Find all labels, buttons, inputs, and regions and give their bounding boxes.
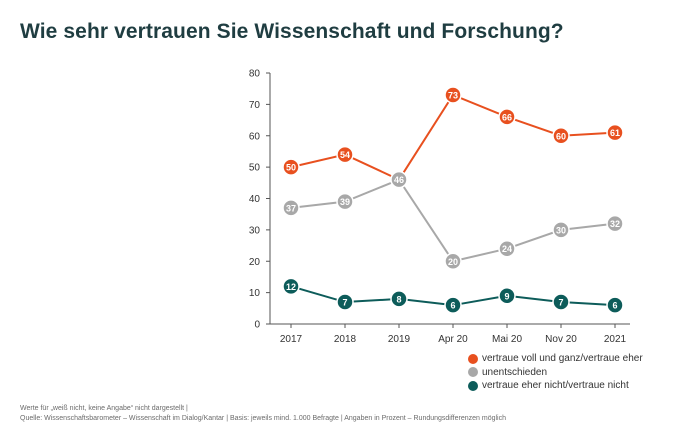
data-point — [390, 170, 408, 189]
data-label: 7 — [558, 298, 563, 308]
y-tick-label: 20 — [249, 257, 261, 268]
data-label: 24 — [502, 244, 512, 254]
data-label: 37 — [286, 203, 296, 213]
data-point — [336, 192, 354, 211]
x-tick-label: Mai 20 — [492, 334, 522, 345]
data-point — [552, 127, 570, 145]
legend-dot-trust — [468, 353, 478, 364]
data-point — [552, 221, 570, 239]
data-point — [606, 296, 624, 314]
data-point — [282, 277, 300, 296]
legend-label-undecided: unentschieden — [482, 366, 548, 378]
x-tick-label: Nov 20 — [545, 334, 577, 345]
data-point — [552, 293, 570, 311]
data-point — [606, 123, 624, 142]
data-point — [498, 239, 516, 258]
data-label: 54 — [340, 150, 350, 160]
data-point — [498, 287, 516, 305]
series-markers: 505446736660613739462024303212786976 — [282, 86, 624, 314]
x-tick-label: 2017 — [280, 334, 303, 345]
data-label: 50 — [286, 163, 296, 173]
data-point — [606, 214, 624, 233]
legend-item-trust: vertraue voll und ganz/vertraue eher — [468, 352, 643, 366]
data-point — [282, 158, 300, 176]
series-line-1 — [290, 178, 616, 263]
data-label: 8 — [396, 294, 401, 304]
chart-legend: vertraue voll und ganz/vertraue eher une… — [468, 352, 643, 393]
x-tick-label: Apr 20 — [438, 334, 468, 345]
legend-label-trust: vertraue voll und ganz/vertraue eher — [482, 353, 643, 365]
y-tick-label: 70 — [249, 100, 261, 111]
y-tick-label: 80 — [249, 69, 261, 80]
legend-item-undecided: unentschieden — [468, 366, 643, 380]
data-label: 6 — [450, 301, 455, 311]
data-point — [336, 293, 354, 311]
data-label: 66 — [502, 112, 512, 122]
legend-dot-distrust — [468, 380, 478, 391]
chart-title: Wie sehr vertrauen Sie Wissenschaft und … — [20, 20, 564, 43]
data-point — [390, 290, 408, 308]
x-tick-label: 2021 — [604, 334, 627, 345]
legend-dot-undecided — [468, 367, 478, 378]
x-tick-label: 2019 — [388, 334, 411, 345]
x-tick-label: 2018 — [334, 334, 357, 345]
data-label: 7 — [342, 298, 347, 308]
data-label: 6 — [612, 301, 617, 311]
data-point — [282, 199, 300, 217]
data-point — [444, 252, 462, 270]
data-label: 61 — [610, 128, 620, 138]
y-tick-label: 60 — [249, 131, 261, 142]
legend-label-distrust: vertraue eher nicht/vertraue nicht — [482, 380, 629, 392]
data-label: 46 — [394, 175, 404, 185]
chart-notes: Werte für „weiß nicht, keine Angabe“ nic… — [20, 404, 506, 424]
legend-item-distrust: vertraue eher nicht/vertraue nicht — [468, 379, 643, 393]
data-label: 20 — [448, 257, 458, 267]
y-tick-label: 40 — [249, 194, 261, 205]
chart-axes: 0 10 20 30 40 50 60 70 80 2017 2018 2019 Apr 20 Mai 2… — [249, 69, 630, 345]
data-label: 39 — [340, 197, 350, 207]
data-label: 12 — [286, 282, 296, 292]
data-label: 32 — [610, 219, 620, 229]
note-line-1: Werte für „weiß nicht, keine Angabe“ nic… — [20, 405, 188, 412]
data-label: 60 — [556, 131, 566, 141]
y-tick-label: 30 — [249, 225, 261, 236]
note-line-2: Quelle: Wissenschaftsbarometer – Wissens… — [20, 415, 506, 422]
data-point — [498, 108, 516, 126]
y-tick-label: 10 — [249, 288, 261, 299]
y-tick-label: 0 — [254, 320, 260, 331]
data-point — [444, 296, 462, 314]
data-label: 73 — [448, 90, 458, 100]
data-point — [336, 145, 354, 164]
data-label: 30 — [556, 225, 566, 235]
y-tick-label: 50 — [249, 163, 261, 174]
data-point — [444, 86, 462, 104]
data-label: 9 — [504, 291, 509, 301]
